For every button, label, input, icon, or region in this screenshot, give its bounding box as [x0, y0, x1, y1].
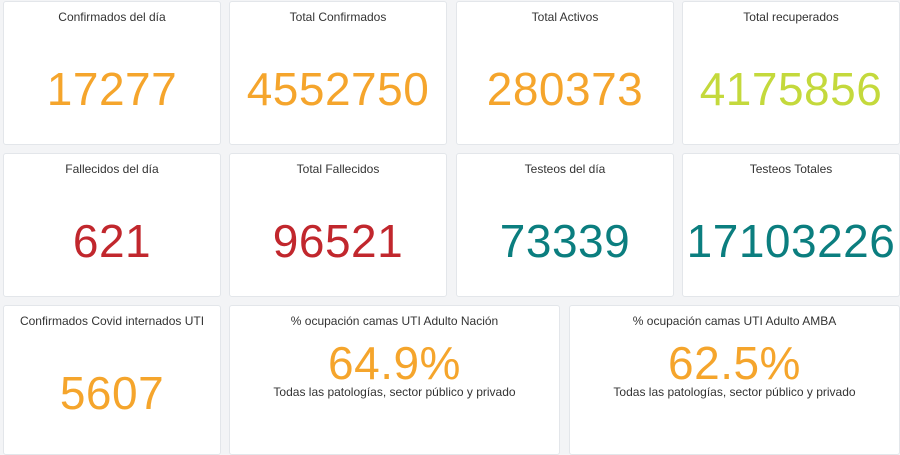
card-ocupacion-nacion: % ocupación camas UTI Adulto Nación 64.9… — [229, 305, 560, 455]
card-label: Total Activos — [531, 10, 599, 24]
card-fallecidos-del-dia: Fallecidos del día 621 — [3, 153, 221, 297]
card-testeos-totales: Testeos Totales 17103226 — [682, 153, 900, 297]
card-label: Total recuperados — [743, 10, 839, 24]
card-total-fallecidos: Total Fallecidos 96521 — [229, 153, 447, 297]
card-internados-uti: Confirmados Covid internados UTI 5607 — [3, 305, 221, 455]
card-label: Confirmados del día — [58, 10, 166, 24]
card-value: 64.9% — [328, 337, 461, 389]
card-value: 62.5% — [668, 337, 801, 389]
card-label: Testeos del día — [524, 162, 606, 176]
card-value: 73339 — [499, 215, 631, 267]
card-label: Total Fallecidos — [296, 162, 380, 176]
card-total-activos: Total Activos 280373 — [456, 1, 674, 145]
card-label: % ocupación camas UTI Adulto AMBA — [632, 314, 837, 328]
card-testeos-del-dia: Testeos del día 73339 — [456, 153, 674, 297]
card-value: 96521 — [272, 215, 404, 267]
card-value: 17277 — [46, 63, 178, 115]
card-label: Fallecidos del día — [65, 162, 159, 176]
card-label: Testeos Totales — [749, 162, 833, 176]
card-label: Total Confirmados — [289, 10, 387, 24]
card-value: 17103226 — [686, 215, 896, 267]
card-note: Todas las patologías, sector público y p… — [273, 385, 516, 399]
card-value: 621 — [72, 215, 152, 267]
card-value: 280373 — [486, 63, 644, 115]
card-note: Todas las patologías, sector público y p… — [613, 385, 856, 399]
card-value: 5607 — [59, 367, 165, 419]
card-label: Confirmados Covid internados UTI — [19, 314, 205, 328]
card-label: % ocupación camas UTI Adulto Nación — [290, 314, 499, 328]
card-total-recuperados: Total recuperados 4175856 — [682, 1, 900, 145]
card-value: 4175856 — [699, 63, 883, 115]
card-value: 4552750 — [246, 63, 430, 115]
card-ocupacion-amba: % ocupación camas UTI Adulto AMBA 62.5% … — [569, 305, 900, 455]
card-total-confirmados: Total Confirmados 4552750 — [229, 1, 447, 145]
card-confirmados-del-dia: Confirmados del día 17277 — [3, 1, 221, 145]
